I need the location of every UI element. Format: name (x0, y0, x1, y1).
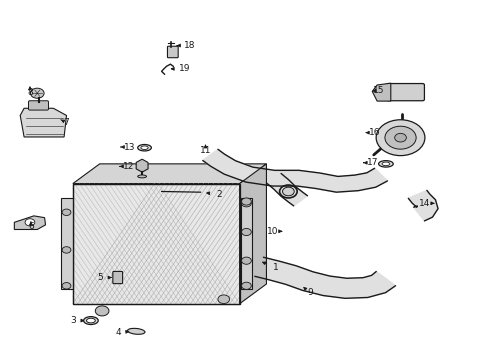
Circle shape (241, 282, 251, 289)
Circle shape (241, 198, 251, 205)
Circle shape (241, 200, 251, 207)
Circle shape (241, 228, 251, 235)
Circle shape (218, 295, 229, 303)
Ellipse shape (381, 162, 389, 166)
Text: 19: 19 (171, 64, 190, 73)
Polygon shape (407, 190, 437, 221)
Text: 15: 15 (372, 86, 384, 95)
Text: 1: 1 (262, 262, 279, 273)
Text: 8: 8 (27, 87, 33, 96)
Ellipse shape (86, 318, 95, 323)
Text: 17: 17 (363, 158, 377, 167)
Polygon shape (241, 198, 251, 289)
Ellipse shape (127, 328, 144, 334)
Polygon shape (73, 164, 266, 184)
FancyBboxPatch shape (167, 46, 178, 58)
Text: 6: 6 (28, 222, 34, 231)
Text: 16: 16 (366, 128, 380, 137)
FancyBboxPatch shape (113, 271, 122, 284)
Polygon shape (20, 108, 66, 137)
Polygon shape (73, 184, 239, 304)
Text: 18: 18 (177, 41, 195, 50)
Circle shape (95, 306, 109, 316)
Circle shape (62, 283, 71, 289)
Circle shape (394, 134, 406, 142)
Circle shape (30, 88, 44, 98)
Text: 9: 9 (303, 288, 312, 297)
Polygon shape (371, 83, 390, 101)
FancyBboxPatch shape (28, 101, 48, 110)
Text: 13: 13 (121, 143, 135, 152)
Circle shape (282, 187, 294, 196)
Circle shape (62, 209, 71, 216)
Ellipse shape (83, 317, 98, 324)
Text: 4: 4 (116, 328, 128, 337)
Circle shape (384, 126, 415, 149)
Polygon shape (136, 159, 148, 172)
Text: 7: 7 (61, 118, 69, 127)
Polygon shape (239, 164, 266, 304)
Polygon shape (61, 198, 73, 289)
Text: 3: 3 (70, 316, 83, 325)
Circle shape (25, 219, 35, 226)
Text: 10: 10 (266, 227, 281, 236)
Polygon shape (203, 149, 386, 192)
Circle shape (241, 257, 251, 264)
Text: 14: 14 (418, 199, 433, 208)
Ellipse shape (138, 144, 151, 151)
Polygon shape (254, 257, 395, 298)
Text: 12: 12 (120, 162, 134, 171)
Circle shape (62, 247, 71, 253)
Text: 5: 5 (98, 273, 111, 282)
Polygon shape (266, 174, 307, 206)
Text: 11: 11 (199, 145, 211, 155)
Ellipse shape (378, 161, 392, 167)
Circle shape (375, 120, 424, 156)
Polygon shape (14, 216, 45, 229)
Ellipse shape (138, 175, 146, 178)
Ellipse shape (141, 146, 148, 149)
FancyBboxPatch shape (386, 84, 424, 101)
Text: 2: 2 (206, 190, 222, 199)
